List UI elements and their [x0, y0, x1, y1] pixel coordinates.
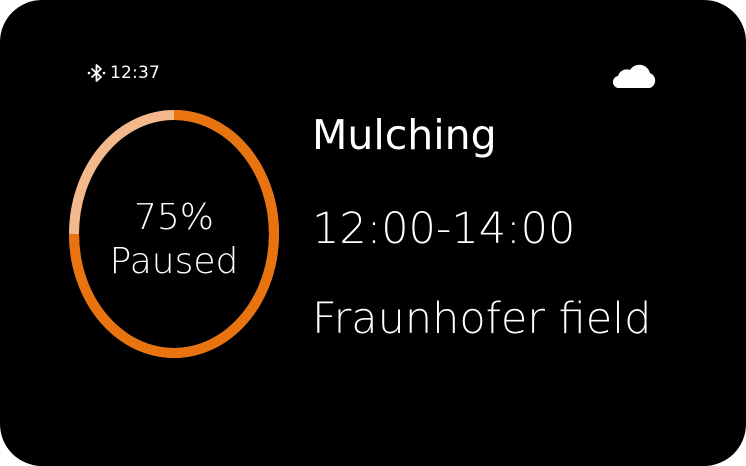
bluetooth-icon — [87, 64, 106, 82]
task-location: Fraunhofer field — [312, 294, 652, 344]
progress-arc — [69, 110, 279, 358]
progress-ring-graphic — [69, 110, 279, 358]
status-bar: 12:37 — [86, 62, 160, 84]
clock-time: 12:37 — [110, 63, 160, 83]
task-title: Mulching — [312, 111, 497, 159]
progress-percent: 75% — [133, 197, 214, 238]
progress-state: Paused — [109, 241, 239, 282]
progress-ring: 75% Paused — [68, 106, 288, 362]
task-time-range: 12:00-14:00 — [312, 204, 576, 254]
cloud-icon — [612, 64, 656, 89]
progress-label: 75% Paused — [68, 196, 280, 284]
